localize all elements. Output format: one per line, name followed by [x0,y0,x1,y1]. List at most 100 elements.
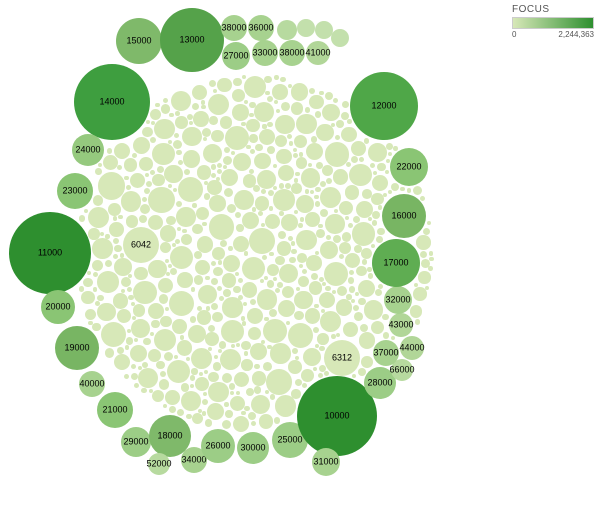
filler-bubble [120,253,125,258]
filler-bubble [198,285,217,304]
filler-bubble [152,390,164,402]
filler-bubble [117,165,122,170]
filler-bubble [127,329,131,333]
filler-bubble [319,277,324,282]
filler-bubble [324,262,348,286]
filler-bubble [273,189,294,210]
filler-bubble [241,122,245,126]
filler-bubble [160,242,171,253]
filler-bubble [158,278,173,293]
filler-bubble [400,187,405,192]
packed-bubble-chart: 6042631215000130003800036000270003300038… [0,0,509,509]
filler-bubble [315,111,322,118]
filler-bubble [299,152,304,157]
filler-bubble [249,169,254,174]
filler-bubble [272,84,288,100]
filler-bubble [95,168,102,175]
filler-bubble [105,234,109,238]
filler-bubble [202,128,211,137]
filler-bubble [213,89,217,93]
outer-bubble: 16000 [382,194,426,238]
filler-bubble [79,215,86,222]
filler-bubble [316,229,325,238]
filler-bubble [156,361,164,369]
filler-bubble [315,344,319,348]
filler-bubble [242,321,246,325]
filler-bubble [211,261,217,267]
filler-bubble [294,178,299,183]
outer-bubble: 27000 [222,42,250,70]
filler-bubble [339,254,344,259]
filler-bubble [234,372,249,387]
bubble-label: 30000 [240,444,265,453]
filler-bubble [275,256,284,265]
filler-bubble [263,362,272,371]
filler-bubble [306,255,322,271]
filler-bubble [286,321,290,325]
filler-bubble [142,362,148,368]
filler-bubble [203,137,207,141]
filler-bubble [296,287,300,291]
bubble-label: 16000 [391,212,416,221]
filler-bubble [359,157,364,162]
filler-bubble [192,203,196,207]
filler-bubble [349,286,356,293]
filler-bubble [208,325,215,332]
outer-bubble [331,29,349,47]
filler-bubble [418,271,430,283]
filler-bubble [203,392,207,396]
filler-bubble [126,337,133,344]
filler-bubble [241,316,245,320]
bubble-label: 10000 [324,412,349,421]
filler-bubble [299,264,303,268]
filler-bubble [98,172,125,199]
filler-bubble [291,183,301,193]
filler-bubble [262,255,267,260]
filler-bubble [155,103,160,108]
filler-bubble [315,187,321,193]
filler-bubble [117,347,124,354]
filler-bubble [190,375,196,381]
filler-bubble [217,163,222,168]
filler-bubble [172,319,187,334]
filler-bubble [254,102,274,122]
filler-bubble [320,311,341,332]
filler-bubble [141,388,146,393]
filler-bubble [92,323,101,332]
filler-bubble [326,178,332,184]
filler-bubble [97,303,115,321]
filler-bubble [204,181,208,185]
outer-bubble: 43000 [389,313,413,337]
filler-bubble [309,88,315,94]
bubble-label: 27000 [223,52,248,61]
filler-bubble [125,345,130,350]
filler-bubble [149,389,153,393]
filler-bubble [234,190,254,210]
filler-bubble [294,291,313,310]
filler-bubble [265,390,269,394]
filler-bubble [345,216,349,220]
filler-bubble [138,368,158,388]
filler-bubble [224,402,228,406]
filler-bubble [148,260,166,278]
filler-bubble [177,227,181,231]
bubble-label: 52000 [146,460,171,469]
filler-bubble [320,241,338,259]
filler-bubble [220,349,241,370]
filler-bubble [100,232,104,236]
filler-bubble [189,121,193,125]
filler-bubble [134,338,138,342]
filler-bubble [178,160,183,165]
filler-bubble [249,113,254,118]
outer-bubble: 32000 [384,286,412,314]
filler-bubble [220,116,232,128]
filler-bubble [291,102,304,115]
filler-bubble [224,147,230,153]
filler-bubble [157,166,164,173]
filler-bubble [261,340,265,344]
filler-bubble [223,255,240,272]
filler-bubble [92,260,103,271]
filler-bubble [303,348,322,367]
bubble-label: 23000 [62,187,87,196]
filler-bubble [254,386,261,393]
